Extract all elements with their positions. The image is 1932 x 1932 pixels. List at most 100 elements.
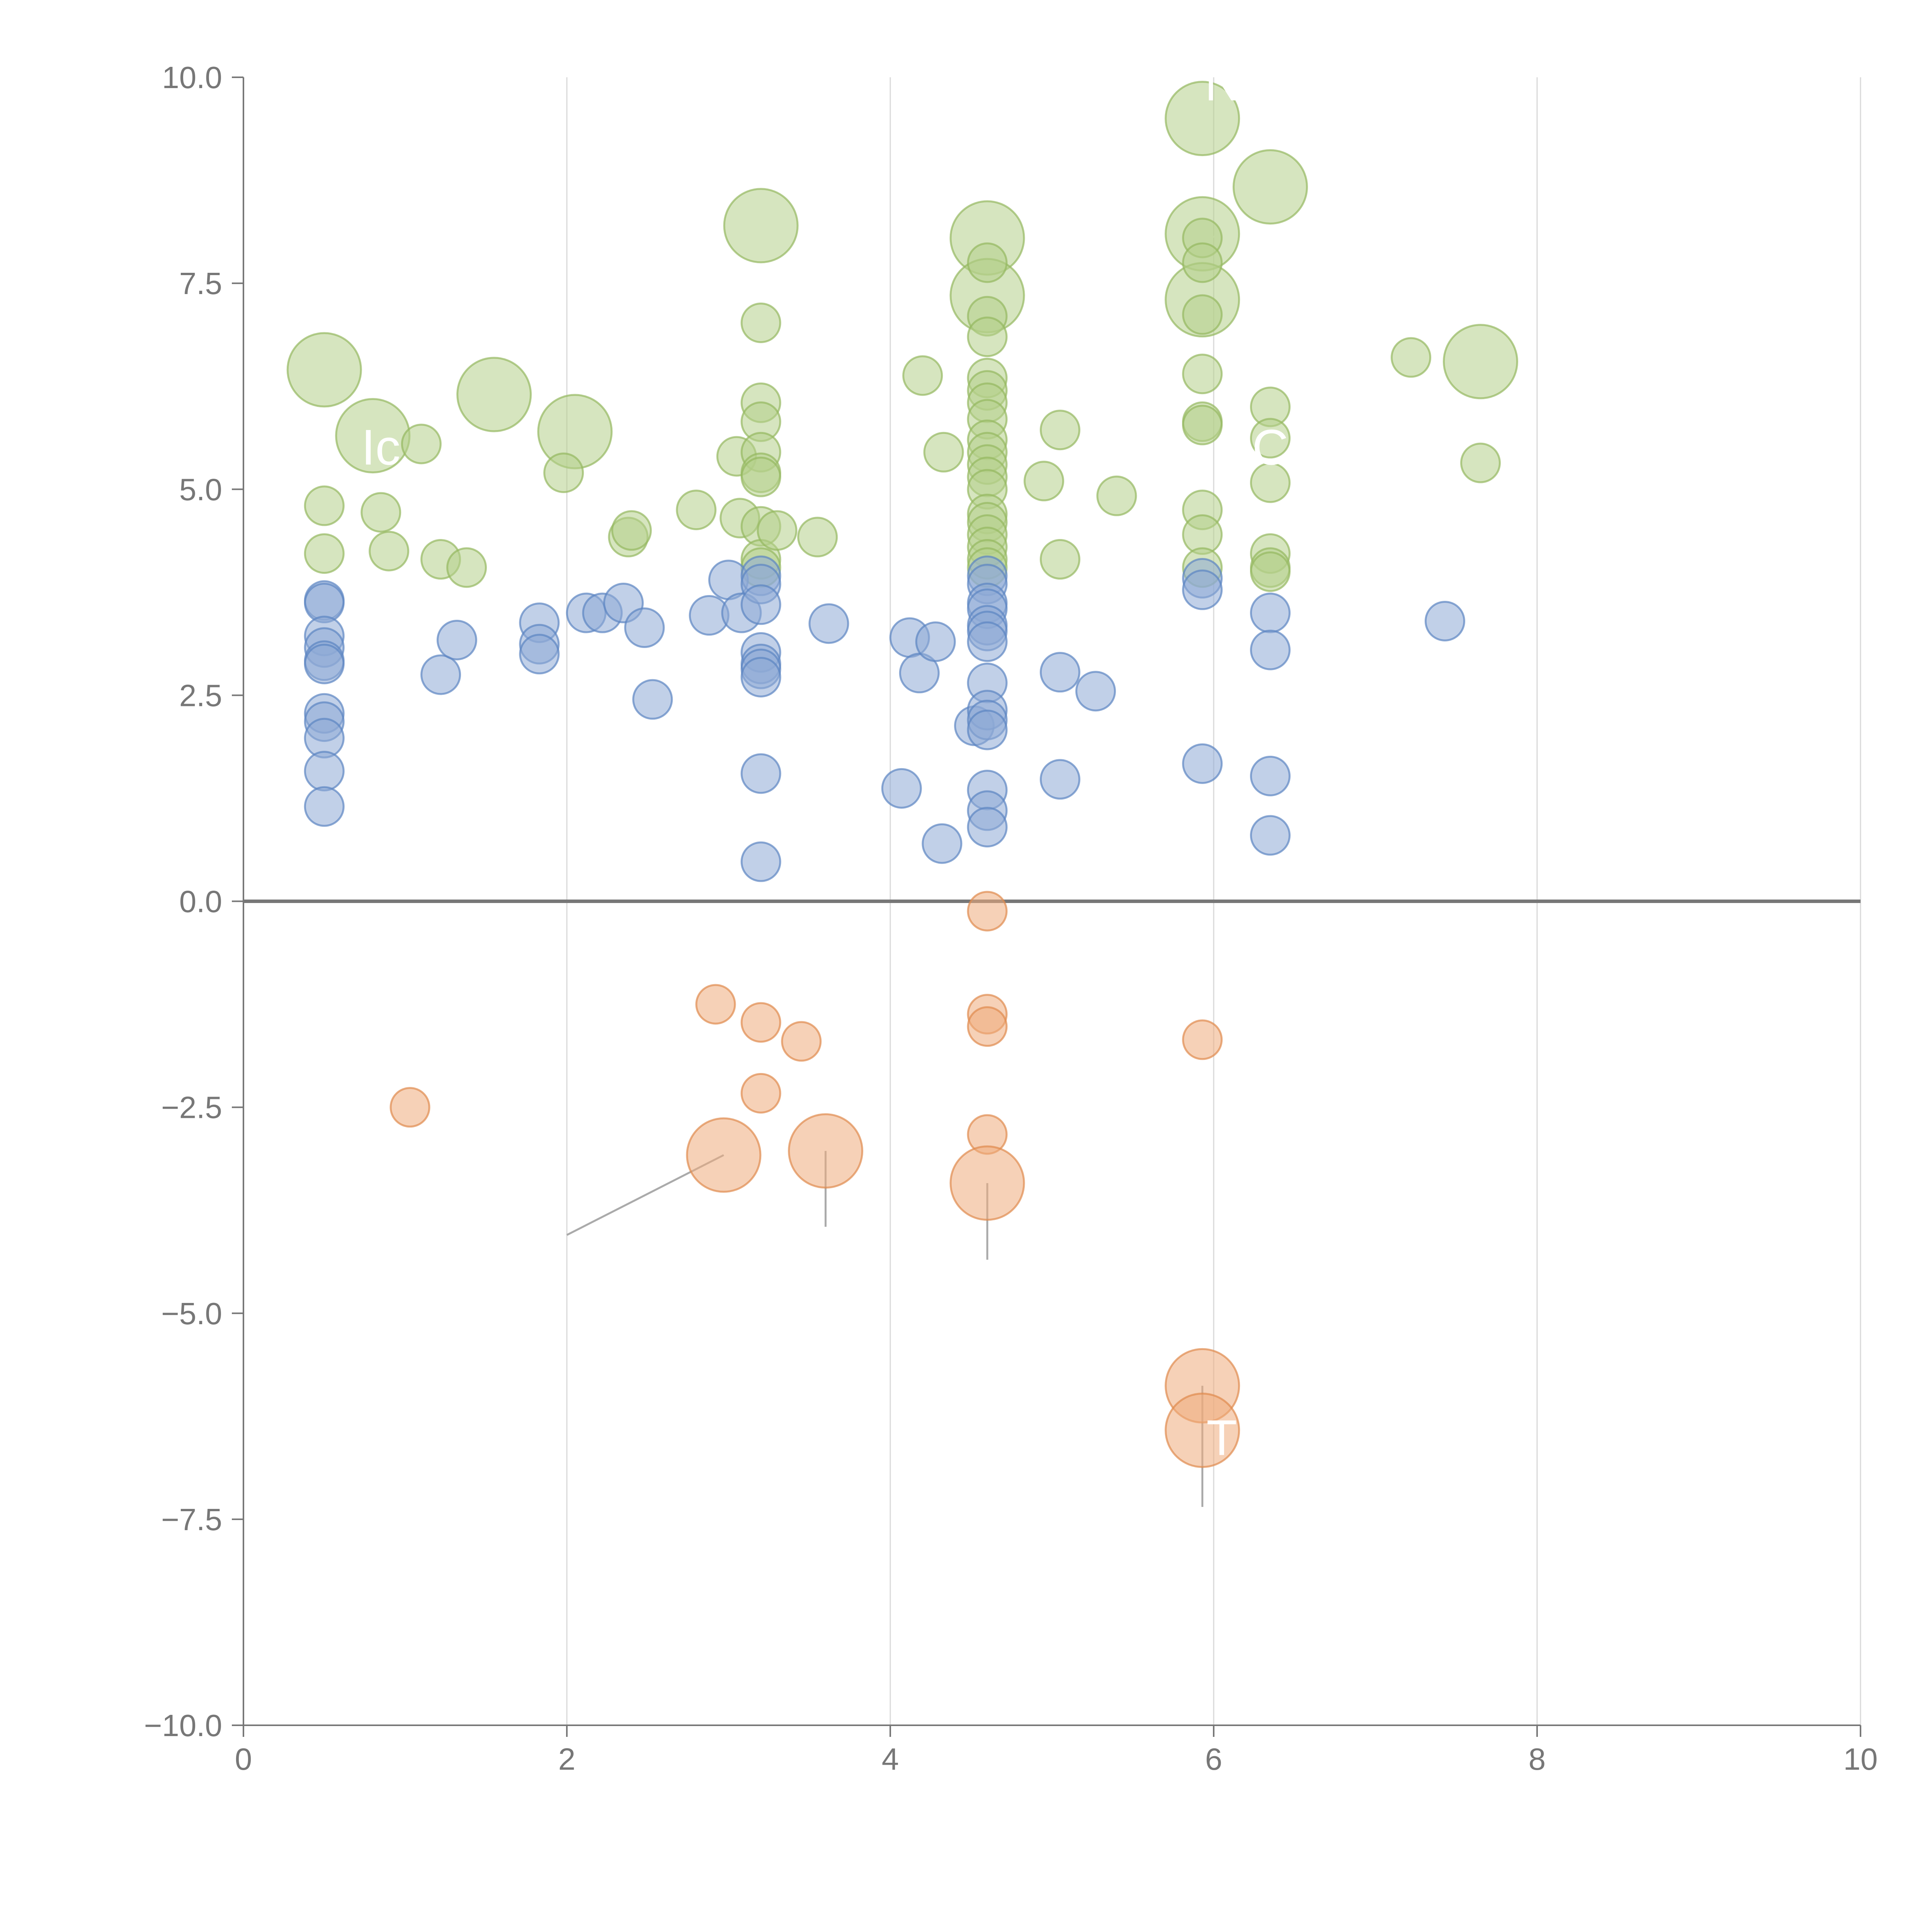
orange-bubble xyxy=(781,1021,822,1062)
green-bubble xyxy=(286,332,362,408)
green-bubble xyxy=(543,452,584,493)
x-tick-label: 4 xyxy=(882,1742,899,1776)
green-bubble xyxy=(1250,418,1291,459)
bubble-layer xyxy=(286,81,1519,1468)
green-bubble xyxy=(401,423,442,464)
orange-bubble xyxy=(740,1002,781,1043)
blue-bubble xyxy=(740,753,781,794)
green-bubble xyxy=(757,510,798,551)
orange-bubble xyxy=(1165,1393,1240,1468)
green-bubble xyxy=(740,456,781,497)
blue-bubble xyxy=(967,621,1008,662)
green-bubble xyxy=(1232,149,1308,225)
orange-bubble xyxy=(967,1006,1008,1047)
green-bubble xyxy=(1391,337,1432,378)
green-bubble xyxy=(1460,442,1501,483)
blue-bubble xyxy=(304,751,345,792)
x-tick-label: 10 xyxy=(1844,1742,1878,1776)
green-bubble xyxy=(902,355,943,396)
blue-bubble xyxy=(808,603,849,644)
blue-bubble xyxy=(304,643,345,684)
y-tick-label: −5.0 xyxy=(161,1296,222,1331)
axis-layer: 0 2 4 6 8 10 10.0 7.5 5.0 2.5 0.0 −2.5 −5.0 −7.5 −10.0 xyxy=(144,60,1878,1776)
x-tick-label: 8 xyxy=(1529,1742,1546,1776)
blue-bubble xyxy=(1182,569,1223,610)
blue-bubble xyxy=(740,584,781,625)
blue-bubble xyxy=(420,654,461,695)
y-tick-label: 10.0 xyxy=(162,60,222,95)
blue-bubble xyxy=(922,823,963,864)
blue-bubble xyxy=(1039,759,1080,800)
bubble-annotation: C xyxy=(1252,419,1289,475)
green-bubble xyxy=(446,547,487,588)
y-tick-label: 7.5 xyxy=(179,266,222,301)
orange-bubble xyxy=(788,1113,864,1189)
green-bubble xyxy=(967,316,1008,357)
orange-bubble xyxy=(695,984,736,1025)
orange-bubble xyxy=(740,1073,781,1114)
blue-bubble xyxy=(304,786,345,827)
green-bubble xyxy=(1182,354,1223,395)
blue-bubble xyxy=(1250,592,1291,633)
green-bubble xyxy=(723,188,799,264)
green-bubble xyxy=(1039,410,1080,451)
orange-bubble xyxy=(1182,1019,1223,1060)
y-tick-label: 5.0 xyxy=(179,472,222,507)
green-bubble xyxy=(1182,294,1223,335)
blue-bubble xyxy=(624,607,665,648)
green-bubble xyxy=(923,432,964,473)
green-bubble xyxy=(456,357,532,432)
green-bubble xyxy=(1039,539,1080,580)
blue-bubble xyxy=(1039,652,1080,693)
y-tick-label: −10.0 xyxy=(144,1708,222,1743)
green-bubble xyxy=(1443,324,1519,400)
y-tick-label: 2.5 xyxy=(179,678,222,713)
green-bubble xyxy=(676,490,717,531)
green-bubble xyxy=(304,485,345,526)
y-tick-label: 0.0 xyxy=(179,884,222,919)
blue-bubble xyxy=(967,807,1008,848)
green-bubble xyxy=(304,533,345,574)
green-bubble xyxy=(967,242,1008,283)
blue-bubble xyxy=(967,709,1008,750)
x-tick-label: 2 xyxy=(558,1742,576,1776)
blue-bubble xyxy=(1075,671,1116,712)
bubble-annotation: Ic xyxy=(361,419,400,475)
green-bubble xyxy=(1182,405,1223,446)
green-bubble xyxy=(1165,81,1240,156)
green-bubble xyxy=(1024,461,1065,502)
green-bubble xyxy=(1250,551,1291,592)
green-bubble xyxy=(611,510,652,551)
orange-bubble xyxy=(967,891,1008,932)
orange-bubble xyxy=(686,1117,762,1193)
blue-bubble xyxy=(1182,743,1223,784)
green-bubble xyxy=(797,517,838,558)
blue-bubble xyxy=(915,621,956,662)
blue-bubble xyxy=(436,619,477,660)
blue-bubble xyxy=(1250,755,1291,796)
y-tick-label: −2.5 xyxy=(161,1090,222,1125)
bubble-annotation: T xyxy=(1206,1410,1237,1466)
blue-bubble xyxy=(519,634,560,675)
blue-bubble xyxy=(740,656,781,697)
green-bubble xyxy=(361,492,401,533)
x-tick-label: 6 xyxy=(1205,1742,1223,1776)
blue-bubble xyxy=(881,768,922,809)
orange-bubble xyxy=(389,1087,430,1128)
blue-bubble xyxy=(1250,629,1291,670)
green-bubble xyxy=(1250,462,1291,503)
blue-bubble xyxy=(632,679,673,720)
green-bubble xyxy=(1182,242,1223,283)
bubble-annotation: NI xyxy=(1205,55,1255,111)
blue-bubble xyxy=(740,841,781,882)
y-tick-label: −7.5 xyxy=(161,1502,222,1537)
label-layer: NI C Ic T xyxy=(361,55,1288,1466)
green-bubble xyxy=(369,531,410,571)
green-bubble xyxy=(740,302,781,343)
x-tick-label: 0 xyxy=(235,1742,252,1776)
orange-bubble xyxy=(949,1145,1025,1221)
blue-bubble xyxy=(1250,815,1291,856)
blue-bubble xyxy=(1424,600,1465,641)
